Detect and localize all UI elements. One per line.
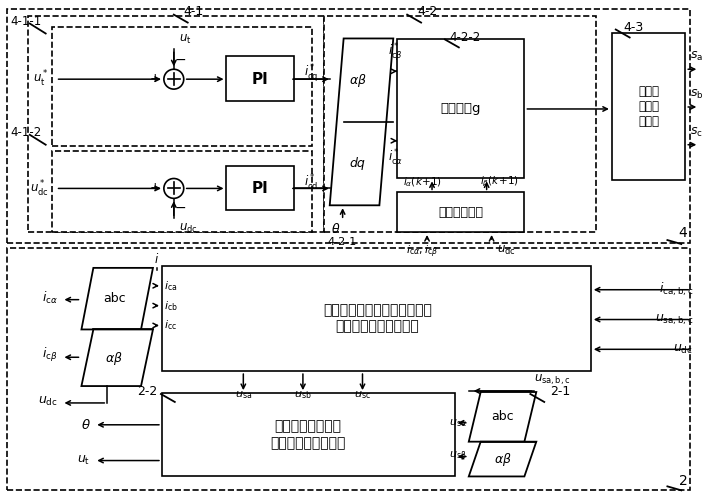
Text: $i_{{\rm c}\alpha}^*$: $i_{{\rm c}\alpha}^*$ [388, 148, 403, 168]
Bar [324, 16, 596, 232]
Text: 4-2-2: 4-2-2 [449, 31, 480, 44]
Text: $i_{\rm cq}^*$: $i_{\rm cq}^*$ [303, 62, 318, 84]
Polygon shape [469, 392, 536, 442]
Text: +: + [149, 72, 160, 85]
Polygon shape [469, 442, 536, 476]
Text: PI: PI [252, 72, 269, 86]
Text: $s_{\rm a}$: $s_{\rm a}$ [690, 50, 703, 64]
Text: 2: 2 [679, 474, 687, 488]
Text: −: − [175, 202, 187, 215]
Text: 4-2-1: 4-2-1 [328, 237, 357, 247]
Text: $\alpha\beta$: $\alpha\beta$ [106, 350, 123, 367]
Text: $u_{\rm dc}^*$: $u_{\rm dc}^*$ [30, 178, 49, 199]
Bar [397, 40, 524, 178]
Text: $i_{\rm cd}^*$: $i_{\rm cd}^*$ [303, 172, 318, 193]
Bar [7, 8, 690, 243]
Text: $i_{{\rm ca,b,c}}$: $i_{{\rm ca,b,c}}$ [659, 281, 693, 298]
Bar [612, 34, 685, 180]
Polygon shape [329, 38, 394, 205]
Text: $i_{\rm ca}$: $i_{\rm ca}$ [164, 279, 177, 292]
Text: $i_\beta(k\!+\!1)$: $i_\beta(k\!+\!1)$ [480, 175, 519, 190]
Text: $\alpha\beta$: $\alpha\beta$ [348, 72, 367, 88]
Text: 4-1-1: 4-1-1 [10, 15, 41, 28]
Text: $u_{{\rm sa,b,c}}$: $u_{{\rm sa,b,c}}$ [655, 312, 693, 326]
Text: dq: dq [350, 157, 365, 170]
Bar [227, 56, 294, 101]
Text: $u_{\rm sb}$: $u_{\rm sb}$ [294, 389, 312, 401]
Text: $u_{\rm t}^*$: $u_{\rm t}^*$ [33, 69, 49, 89]
Text: 自励异步发电机控制系统电压
和电流信号的实时采集: 自励异步发电机控制系统电压 和电流信号的实时采集 [323, 304, 432, 334]
Text: $u_{\rm dc}$: $u_{\rm dc}$ [38, 394, 58, 407]
Text: 4: 4 [679, 226, 687, 240]
Text: 2-2: 2-2 [137, 384, 157, 398]
Text: $i_{{\rm c}\alpha},i_{{\rm c}\beta}$: $i_{{\rm c}\alpha},i_{{\rm c}\beta}$ [406, 244, 439, 260]
Bar [51, 150, 312, 232]
Text: abc: abc [103, 292, 125, 305]
Bar [227, 166, 294, 210]
Text: $u_{\rm sc}$: $u_{\rm sc}$ [354, 389, 371, 401]
Text: $u_{\rm dc}$: $u_{\rm dc}$ [179, 222, 198, 235]
Text: $i$: $i$ [154, 252, 160, 266]
Text: −: − [175, 54, 187, 68]
Bar [7, 248, 690, 490]
Text: 4-3: 4-3 [624, 21, 643, 34]
Text: abc: abc [491, 410, 514, 424]
Text: $i_{{\rm c}\beta}^*$: $i_{{\rm c}\beta}^*$ [388, 42, 403, 64]
Text: $u_{\rm s\beta}$: $u_{\rm s\beta}$ [449, 450, 467, 464]
Polygon shape [82, 330, 153, 386]
Text: $\theta$: $\theta$ [80, 418, 90, 432]
Circle shape [164, 69, 184, 89]
Text: 2-1: 2-1 [551, 384, 570, 398]
Text: $u_{\rm sa}$: $u_{\rm sa}$ [234, 389, 252, 401]
Text: $u_{{\rm sa,b,c}}$: $u_{{\rm sa,b,c}}$ [534, 372, 571, 387]
Text: $i_{\rm cb}$: $i_{\rm cb}$ [164, 298, 177, 312]
Circle shape [164, 178, 184, 199]
Bar [397, 192, 524, 232]
Text: 预测电流模型: 预测电流模型 [439, 206, 484, 219]
Text: $u_{\rm t}$: $u_{\rm t}$ [179, 34, 191, 46]
Text: $\alpha\beta$: $\alpha\beta$ [494, 451, 511, 468]
Text: $s_{\rm c}$: $s_{\rm c}$ [690, 126, 703, 139]
Polygon shape [82, 268, 153, 330]
Text: $u_{\rm dc}$: $u_{\rm dc}$ [674, 343, 693, 356]
Text: $u_{\rm dc}$: $u_{\rm dc}$ [496, 244, 515, 257]
Text: $i_{{\rm c}\alpha}$: $i_{{\rm c}\alpha}$ [42, 290, 58, 306]
Bar [162, 393, 455, 476]
Text: +: + [149, 181, 160, 194]
Text: $u_{\rm t}$: $u_{\rm t}$ [77, 454, 90, 467]
Text: $s_{\rm b}$: $s_{\rm b}$ [690, 88, 704, 101]
Text: $i_{\rm cc}$: $i_{\rm cc}$ [164, 318, 177, 332]
Bar [51, 26, 312, 146]
Text: 4-2: 4-2 [417, 5, 437, 18]
Text: $\theta$: $\theta$ [332, 222, 341, 236]
Text: $i_{{\rm c}\beta}$: $i_{{\rm c}\beta}$ [42, 346, 58, 364]
Text: 电压空
间矢量
的选择: 电压空 间矢量 的选择 [638, 86, 659, 128]
Text: 4-1-2: 4-1-2 [10, 126, 41, 140]
Text: 价值函数g: 价值函数g [441, 102, 481, 116]
Bar [28, 16, 324, 232]
Text: $u_{\rm s\alpha}$: $u_{\rm s\alpha}$ [449, 417, 467, 428]
Text: 锁相环输出角度和
机端电压幅值的计算: 锁相环输出角度和 机端电压幅值的计算 [270, 420, 346, 450]
Text: $i_\alpha(k\!+\!1)$: $i_\alpha(k\!+\!1)$ [403, 176, 441, 190]
Text: PI: PI [252, 181, 269, 196]
Text: 4-1: 4-1 [184, 5, 203, 18]
Bar [162, 266, 591, 371]
